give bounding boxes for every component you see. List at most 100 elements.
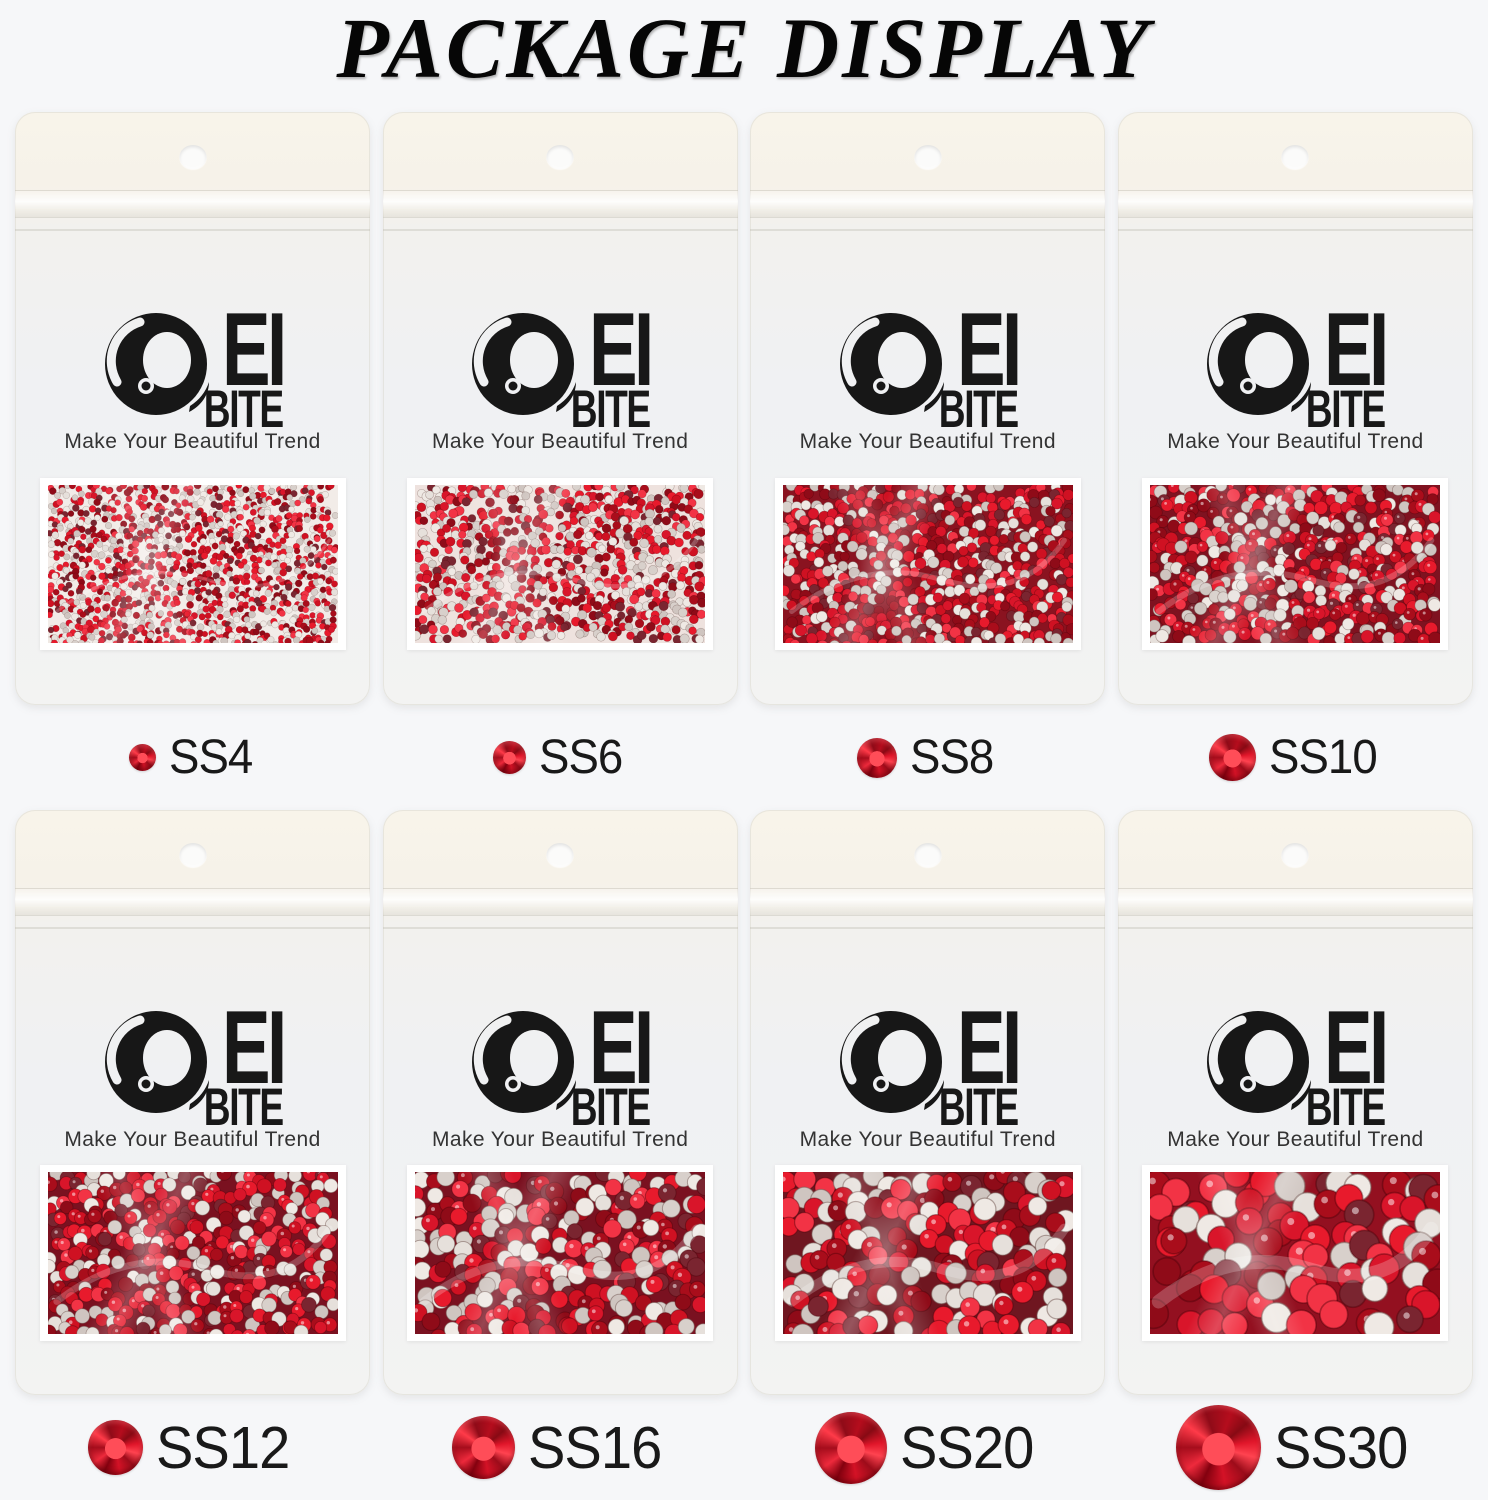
page-title: PACKAGE DISPLAY [336,0,1152,96]
rhinestones-photo [782,1172,1073,1334]
brand-tagline: Make Your Beautiful Trend [1167,1128,1424,1151]
brand-logo-text-bottom: BITE [938,380,1019,439]
rhinestones-photo [47,1172,338,1334]
rhinestones-photo [415,1172,706,1334]
zip-seal [382,888,738,929]
brand-logo-text-top: EI [956,292,1022,408]
size-label-text: SS30 [1274,1414,1408,1481]
rhinestones-photo [47,485,338,643]
brand-logo: EI BITE [750,990,1105,1134]
brand-tagline: Make Your Beautiful Trend [64,1128,321,1151]
rhinestone-window [39,1165,346,1341]
red-gem-icon [128,744,156,771]
brand-logo-text-top: EI [1324,292,1389,408]
brand-swirl-o-icon [1207,313,1312,415]
rhinestone-package-bag: EI BITE Make Your Beautiful Trend [15,810,370,1395]
rhinestone-package-bag: EI BITE Make Your Beautiful Trend [15,112,370,705]
brand-logo-text: EI BITE [571,298,654,436]
brand-logo-text-top: EI [1324,990,1389,1106]
brand-swirl-o-icon [472,313,577,415]
zip-seal [15,190,370,231]
red-gem-icon [493,741,527,774]
brand-tagline: Make Your Beautiful Trend [799,430,1056,453]
brand-swirl-o-icon [104,313,209,415]
rhinestones-photo [415,485,706,643]
brand-logo: EI BITE [1118,990,1473,1134]
size-label: SS16 [383,1414,738,1482]
brand-tagline: Make Your Beautiful Trend [431,430,689,453]
brand-swirl-o-icon [839,1011,944,1113]
brand-logo-lockup: EI BITE [471,298,671,436]
rhinestone-window [39,478,346,650]
brand-swirl-o-icon [472,1011,577,1113]
size-label: SS30 [1118,1405,1473,1490]
brand-logo-text: EI BITE [1306,990,1389,1134]
brand-logo-text: EI BITE [1306,292,1389,436]
packages-row-1: EI BITE Make Your Beautiful Trend [0,112,1488,810]
rhinestones-photo [1150,1172,1441,1334]
hang-hole [914,145,942,169]
red-gem-icon [88,1420,144,1475]
brand-logo: EI BITE [1118,292,1473,436]
brand-logo-text-bottom: BITE [938,1078,1019,1137]
size-label-text: SS10 [1268,731,1378,784]
red-gem-icon [1176,1405,1262,1490]
brand-logo-text-top: EI [221,990,287,1106]
brand-logo: EI BITE [383,990,738,1134]
brand-logo-lockup: EI BITE [1206,990,1406,1134]
hang-hole [546,843,574,867]
zip-seal [1117,190,1473,231]
brand-swirl-o-icon [104,1011,209,1113]
rhinestone-window [774,1165,1081,1341]
brand-logo: EI BITE [15,292,370,436]
brand-logo-text: EI BITE [571,990,654,1134]
hang-hole [179,843,206,867]
size-label: SS6 [383,730,738,785]
brand-tagline: Make Your Beautiful Trend [431,1128,689,1151]
hang-hole [546,145,574,169]
size-label-text: SS4 [168,731,253,784]
bags-row-1: EI BITE Make Your Beautiful Trend [0,112,1488,705]
brand-logo-text-top: EI [589,990,654,1106]
brand-logo-text-top: EI [956,990,1022,1106]
hang-hole [914,843,942,867]
brand-tagline: Make Your Beautiful Trend [1167,430,1424,453]
brand-logo: EI BITE [750,292,1105,436]
rhinestone-package-bag: EI BITE Make Your Beautiful Trend [1117,810,1473,1395]
brand-swirl-o-icon [1207,1011,1312,1113]
brand-logo-lockup: EI BITE [104,990,304,1137]
size-label: SS8 [750,730,1105,785]
hang-hole [179,145,206,169]
rhinestone-window [407,1165,714,1341]
brand-logo-text-bottom: BITE [570,1078,651,1137]
brand-logo-text-bottom: BITE [1306,1078,1386,1137]
red-gem-icon [857,737,898,778]
brand-logo-text: EI BITE [939,292,1022,436]
rhinestone-window [774,478,1081,650]
brand-logo-text-bottom: BITE [203,1078,283,1137]
brand-swirl-o-icon [839,313,944,415]
size-label-text: SS8 [910,731,994,784]
brand-logo: EI BITE [383,298,738,436]
rhinestone-window [1142,478,1449,650]
brand-tagline: Make Your Beautiful Trend [799,1128,1056,1151]
size-label-text: SS12 [156,1414,290,1481]
brand-logo-text-top: EI [221,292,287,408]
size-label: SS20 [750,1411,1105,1484]
brand-logo-lockup: EI BITE [104,292,304,436]
red-gem-icon [1208,734,1256,781]
hang-hole [1281,145,1309,169]
rhinestone-package-bag: EI BITE Make Your Beautiful Trend [1117,112,1473,705]
zip-seal [750,190,1106,231]
rhinestones-photo [782,485,1073,643]
brand-logo-lockup: EI BITE [1206,292,1406,436]
zip-seal [15,888,370,929]
rhinestone-window [407,478,714,650]
zip-seal [750,888,1106,929]
red-gem-icon [451,1416,515,1479]
brand-logo-text: EI BITE [939,990,1022,1134]
size-labels-row-2: SS12 SS16 SS20 SS30 [0,1395,1488,1500]
brand-logo-text-bottom: BITE [1306,380,1386,439]
zip-seal [382,190,738,231]
